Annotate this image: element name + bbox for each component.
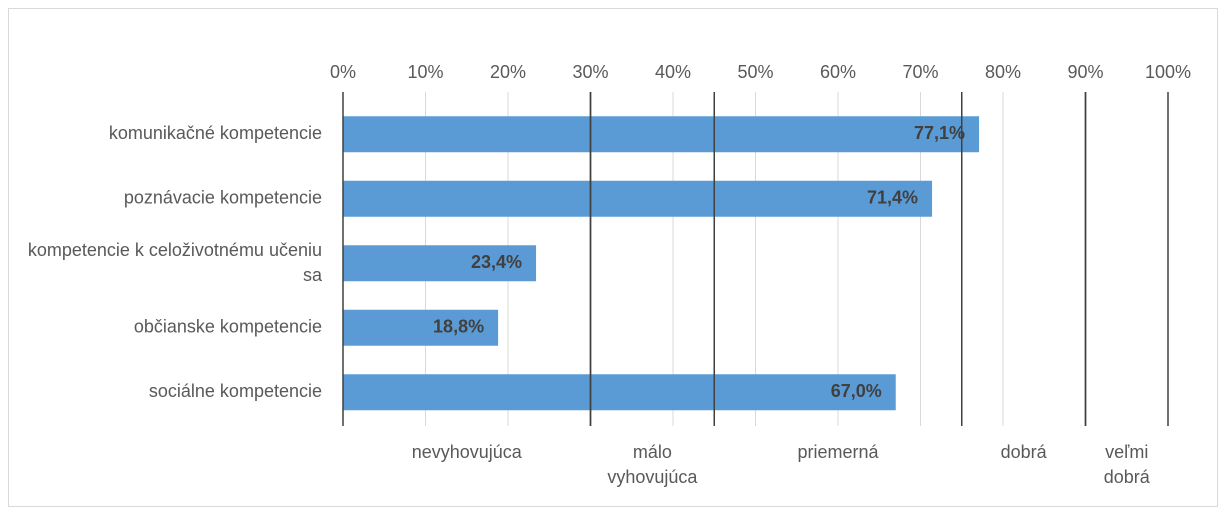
- category-label: občianske kompetencie: [134, 317, 322, 337]
- value-label: 23,4%: [471, 252, 522, 272]
- category-label: kompetencie k celoživotnému učeniu sa: [28, 240, 323, 285]
- x-tick-label: 100%: [1145, 62, 1191, 82]
- bar: [343, 180, 933, 217]
- zone-label: priemerná: [797, 442, 879, 462]
- x-tick-label: 80%: [985, 62, 1021, 82]
- bar: [343, 116, 980, 153]
- bar: [343, 309, 499, 346]
- category-label: komunikačné kompetencie: [109, 123, 322, 143]
- value-label: 67,0%: [831, 381, 882, 401]
- x-tick-label: 90%: [1067, 62, 1103, 82]
- value-label: 18,8%: [433, 317, 484, 337]
- chart-frame: [8, 8, 1218, 507]
- zone-label: nevyhovujúca: [412, 442, 523, 462]
- zone-label: veľmi dobrá: [1104, 442, 1151, 487]
- x-tick-label: 40%: [655, 62, 691, 82]
- x-tick-label: 30%: [572, 62, 608, 82]
- x-tick-label: 20%: [490, 62, 526, 82]
- category-label: sociálne kompetencie: [149, 381, 322, 401]
- x-tick-label: 60%: [820, 62, 856, 82]
- category-label: poznávacie kompetencie: [124, 188, 322, 208]
- x-tick-label: 10%: [407, 62, 443, 82]
- value-label: 71,4%: [867, 188, 918, 208]
- x-tick-label: 70%: [902, 62, 938, 82]
- zone-label: málo vyhovujúca: [607, 442, 698, 487]
- x-tick-label: 0%: [330, 62, 356, 82]
- zone-label: dobrá: [1001, 442, 1048, 462]
- bar: [343, 245, 537, 282]
- bar: [343, 374, 896, 411]
- x-tick-label: 50%: [737, 62, 773, 82]
- value-label: 77,1%: [914, 123, 965, 143]
